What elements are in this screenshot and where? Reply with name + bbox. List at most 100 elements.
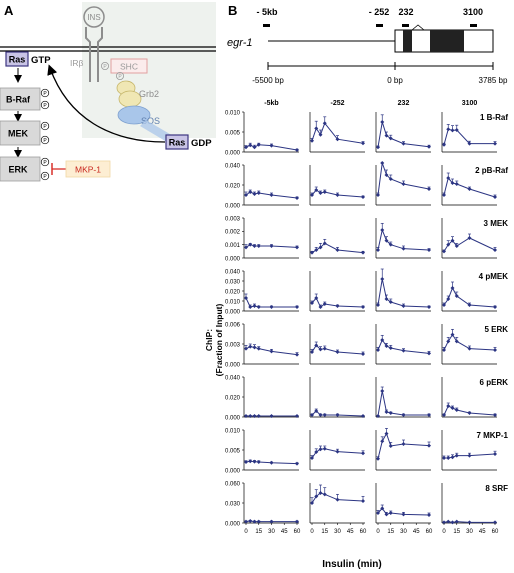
series-line xyxy=(377,390,429,417)
y-tick-label: 0.010 xyxy=(225,428,241,434)
data-point xyxy=(361,499,365,503)
data-point xyxy=(454,453,459,458)
data-point xyxy=(376,303,380,307)
data-point xyxy=(361,141,365,146)
x-tick-label: 45 xyxy=(479,529,486,535)
y-tick-label: 0.020 xyxy=(225,183,241,189)
data-point xyxy=(310,250,314,255)
chip-subplot xyxy=(441,218,497,259)
y-tick-label: 0.000 xyxy=(225,309,241,315)
data-point xyxy=(295,461,299,466)
data-point xyxy=(252,304,257,308)
data-point xyxy=(384,512,389,517)
data-point xyxy=(376,193,380,197)
ras-gtp-box xyxy=(5,51,29,67)
data-point xyxy=(256,414,261,418)
series-line xyxy=(377,162,430,196)
data-point xyxy=(493,348,497,352)
scale-left-label: -5500 bp xyxy=(252,76,284,85)
amplicon-label-1: - 5kb xyxy=(256,7,278,17)
data-point xyxy=(335,304,340,308)
data-point xyxy=(376,414,380,418)
data-point xyxy=(361,414,365,418)
y-tick-label: 0.000 xyxy=(225,256,241,262)
kinase-mek: MEK P P xyxy=(0,120,50,146)
x-tick-label: 60 xyxy=(492,529,499,535)
data-point xyxy=(442,413,446,417)
data-point xyxy=(256,519,261,524)
data-point xyxy=(310,456,314,460)
data-point xyxy=(314,450,319,454)
chip-subplot xyxy=(243,218,299,259)
data-point xyxy=(384,297,389,301)
chip-subplot xyxy=(375,161,431,206)
data-point xyxy=(310,501,314,505)
data-point xyxy=(446,404,451,408)
phospho-site-icon xyxy=(40,171,50,181)
y-tick-label: 0.010 xyxy=(225,110,241,116)
data-point xyxy=(442,142,446,147)
data-point xyxy=(256,346,261,351)
chip-subplot xyxy=(309,377,365,418)
amplicon-label-3: 232 xyxy=(398,7,413,17)
data-point xyxy=(244,296,248,300)
data-point xyxy=(380,120,385,124)
data-point xyxy=(493,413,497,417)
row-title: 2 pB-Raf xyxy=(475,166,508,175)
series-line xyxy=(443,176,496,198)
data-point xyxy=(467,303,472,307)
chip-row-perk: 0.000 0.020 0.040 6 pERK xyxy=(225,375,508,421)
data-point xyxy=(493,520,497,525)
data-point xyxy=(269,193,274,197)
data-point xyxy=(401,348,406,353)
series-line xyxy=(245,297,297,308)
data-point xyxy=(380,161,385,165)
data-point xyxy=(401,442,406,446)
data-point xyxy=(427,351,431,356)
chip-subplot xyxy=(243,271,299,312)
row-title: 6 pERK xyxy=(480,378,509,387)
phospho-site-label: P xyxy=(43,124,47,130)
data-point xyxy=(450,455,455,460)
data-point xyxy=(376,456,380,461)
data-point xyxy=(310,193,314,197)
scale-mid-label: 0 bp xyxy=(387,76,403,85)
phospho-site-label: P xyxy=(43,160,47,166)
phospho-shc-label: P xyxy=(118,74,122,80)
data-point xyxy=(314,188,319,192)
ras-gdp-box xyxy=(165,134,189,150)
column-header-4: 3100 xyxy=(462,100,478,107)
data-point xyxy=(295,245,299,250)
ras-activation-arrow xyxy=(47,64,166,143)
data-point xyxy=(361,305,365,309)
data-point xyxy=(442,520,446,525)
data-point xyxy=(446,127,451,132)
data-point xyxy=(318,413,323,417)
phospho-site-label: P xyxy=(43,174,47,180)
chip-row-mkp-1: 0.000 0.005 0.010 7 MKP-1 xyxy=(225,428,509,474)
data-point xyxy=(335,413,340,417)
data-point xyxy=(322,413,327,417)
data-point xyxy=(446,297,451,301)
chip-row-b-raf: 0.000 0.005 0.010 1 B-Raf xyxy=(225,110,508,156)
data-point xyxy=(361,195,365,199)
data-point xyxy=(256,142,261,147)
chip-subplot xyxy=(375,268,431,312)
data-point xyxy=(380,389,385,393)
data-point xyxy=(335,449,340,454)
data-point xyxy=(252,345,257,350)
data-point xyxy=(295,196,299,200)
data-point xyxy=(295,519,299,524)
y-tick-label: 0.020 xyxy=(225,289,241,295)
data-point xyxy=(376,511,380,515)
chip-subplot: 0 15 30 45 60 xyxy=(441,483,499,535)
data-point xyxy=(427,248,431,252)
x-tick-label: 60 xyxy=(294,529,301,535)
y-tick-label: 0.020 xyxy=(225,395,241,401)
mkp1-label: MKP-1 xyxy=(75,165,101,175)
amplicon-markers: - 5kb - 252 232 3100 xyxy=(256,7,483,27)
data-point xyxy=(314,494,319,499)
series-line xyxy=(377,228,430,251)
phospho-site-icon xyxy=(40,88,50,98)
